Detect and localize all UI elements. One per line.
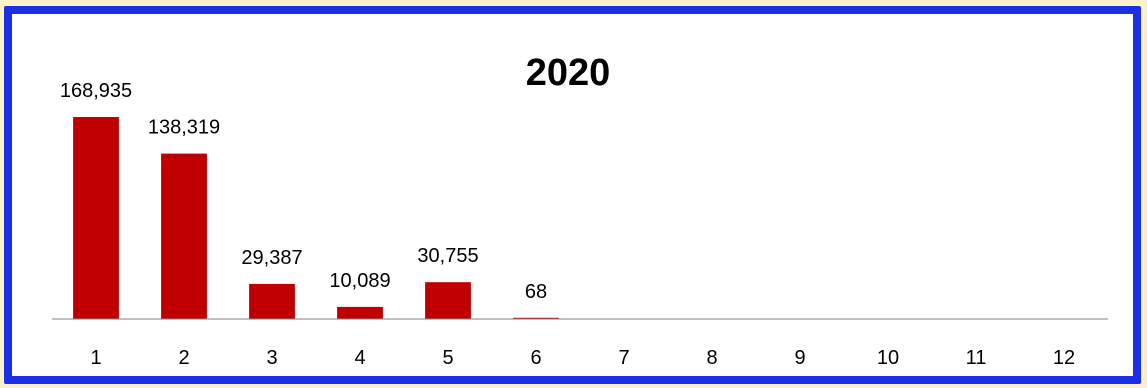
bars-group (73, 117, 559, 319)
x-tick-label-7: 7 (618, 347, 629, 369)
data-label-3: 29,387 (241, 247, 302, 269)
data-label-6: 68 (525, 281, 547, 303)
x-tick-label-3: 3 (266, 347, 277, 369)
x-tick-label-11: 11 (966, 347, 987, 369)
bar-1 (73, 117, 119, 319)
x-tick-label-1: 1 (90, 347, 101, 369)
x-tick-label-10: 10 (877, 347, 899, 369)
bar-6 (513, 317, 559, 319)
x-tick-label-5: 5 (442, 347, 453, 369)
x-tick-label-12: 12 (1053, 347, 1075, 369)
bar-2 (161, 153, 207, 319)
x-tick-label-9: 9 (794, 347, 805, 369)
data-labels-group: 168,935 138,319 29,387 10,089 30,755 68 (60, 80, 547, 303)
x-tick-labels-group: 1 2 3 4 5 6 7 8 9 10 11 12 (90, 347, 1075, 369)
x-tick-label-2: 2 (178, 347, 189, 369)
chart-title: 2020 (526, 52, 611, 94)
bar-3 (249, 283, 295, 319)
data-label-4: 10,089 (329, 270, 390, 292)
x-tick-label-6: 6 (530, 347, 541, 369)
data-label-1: 168,935 (60, 80, 132, 102)
data-label-2: 138,319 (148, 117, 220, 139)
bar-5 (425, 282, 471, 319)
x-tick-label-8: 8 (706, 347, 717, 369)
bar-4 (337, 306, 383, 319)
x-tick-label-4: 4 (354, 347, 365, 369)
data-label-5: 30,755 (417, 245, 478, 267)
